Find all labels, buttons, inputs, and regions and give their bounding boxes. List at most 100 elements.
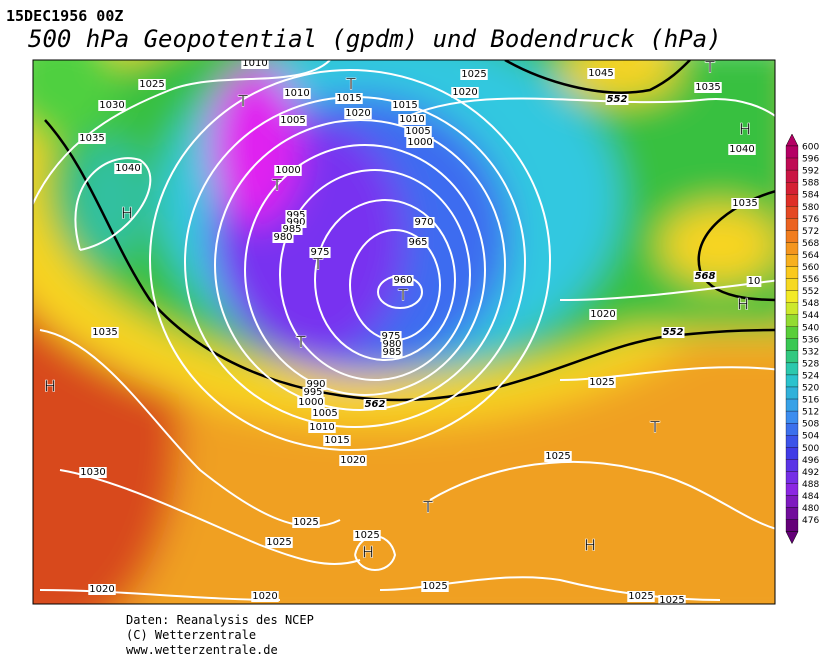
scale-label: 516 [802,396,819,406]
footer-line: (C) Wetterzentrale [126,628,256,642]
isobar-label-bg [407,237,429,248]
footer-line: Daten: Reanalysis des NCEP [126,613,314,627]
isobar-label: 1020 [452,87,477,98]
isobar-label-bg [241,60,269,69]
isobar-label: 985 [282,224,301,235]
footer: Daten: Reanalysis des NCEP(C) Wetterzent… [126,613,314,656]
isobar-label-bg [305,379,327,390]
scale-label: 596 [802,155,819,165]
isobar-label: 1015 [392,100,417,111]
isobar-label-bg [381,339,403,350]
scale-swatch [785,181,799,195]
isobar-label-bg [91,327,119,338]
isobar-label: 1025 [139,79,164,90]
isobar-label-bg [281,224,303,235]
scale-swatch [785,459,799,472]
pressure-center: T [397,286,408,305]
isobar-label-bg [274,165,302,176]
scale-label: 488 [802,480,819,490]
scale-swatch [785,302,799,315]
pressure-center: H [44,377,56,396]
isobar-label-bg [391,100,419,111]
scale-swatch [785,435,799,448]
scale-swatch [785,338,799,351]
scale-swatch [785,242,799,255]
scale-swatch [785,507,799,520]
pressure-center: H [739,120,751,139]
isobars [33,60,775,601]
pressure-center: T [271,176,282,195]
isobar-label: 1035 [79,133,104,144]
pressure-center: T [649,418,660,437]
isobar-label: 1005 [405,126,430,137]
pressure-center: H [121,204,133,223]
isobar-label: 1010 [242,58,267,69]
scale-swatch [785,362,799,376]
isobar-label-bg [302,387,324,398]
scale-swatch [785,266,799,279]
scale-label: 540 [802,323,819,333]
isobar-label-bg [588,377,616,388]
scale-swatch [785,386,799,400]
contour-label-bg [363,399,387,410]
isobar-label-bg [98,100,126,111]
isobar-label: 1020 [590,309,615,320]
isobar-label: 1035 [695,82,720,93]
pressure-center: H [362,543,374,562]
scale-swatch [785,254,799,267]
pressure-center: H [737,295,749,314]
scale-label: 512 [802,408,819,418]
footer-line: www.wetterzentrale.de [126,643,278,656]
isobar-label: 985 [382,347,401,358]
field [33,60,775,604]
contour-label: 568 [695,271,716,282]
isobar-label: 1045 [588,68,613,79]
isobar-label: 1010 [309,422,334,433]
isobar-label-bg [78,133,106,144]
scale-label: 520 [802,384,819,394]
scale-swatch [785,218,799,231]
isobar-label: 1000 [407,137,432,148]
scale-label: 476 [802,516,819,526]
pressure-center: T [704,58,715,77]
isobar-label: 995 [303,387,322,398]
isobar-label-bg [398,114,426,125]
scale-label: 484 [802,492,819,502]
isobar-label-bg [279,115,307,126]
scale-label: 556 [802,275,819,285]
isobar-label: 1020 [252,591,277,602]
isobar-label-bg [728,144,756,155]
isobar-label: 990 [286,217,305,228]
isobar-label: 1025 [628,591,653,602]
isobar-label-bg [272,232,294,243]
scale-swatch [785,169,799,183]
scale-swatch [785,374,799,388]
scale-label: 564 [802,251,819,261]
map-frame [32,59,776,605]
isobar-label: 1025 [589,377,614,388]
isobar-label: 1030 [80,467,105,478]
isobar-label: 995 [286,210,305,221]
isobar-label-bg [251,591,279,602]
isobar-label: 970 [414,217,433,228]
isobar-label-bg [731,198,759,209]
scale-swatch [785,230,799,243]
isobar-label: 1025 [422,581,447,592]
isobar-label-bg [308,422,336,433]
isobar-label-bg [339,455,367,466]
isobar-label: 1025 [354,530,379,541]
isobar-label-bg [285,210,307,221]
scale-label: 568 [802,239,819,249]
isobar-label-bg [311,408,339,419]
isobar-label-bg [421,581,449,592]
scale-swatch [785,206,799,219]
scale-swatch [785,350,799,364]
isobar-label: 10 [748,276,761,287]
isobar-label: 1040 [115,163,140,174]
isobar-label: 1040 [729,144,754,155]
scale-label: 492 [802,468,819,478]
isobar-label-bg [114,163,142,174]
isobar-label-bg [589,309,617,320]
contour-label: 552 [663,327,684,338]
